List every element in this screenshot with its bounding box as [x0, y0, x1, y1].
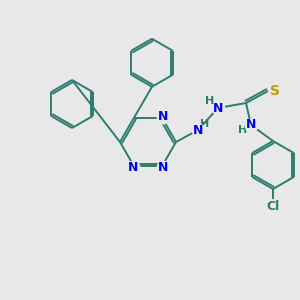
Text: N: N — [158, 110, 168, 123]
Text: H: H — [238, 125, 247, 135]
Text: H: H — [206, 96, 214, 106]
Text: N: N — [193, 124, 203, 136]
Text: N: N — [128, 161, 138, 174]
Text: S: S — [270, 84, 280, 98]
Text: N: N — [246, 118, 256, 131]
Text: N: N — [158, 161, 168, 174]
Text: H: H — [200, 119, 210, 129]
Text: N: N — [213, 101, 223, 115]
Text: Cl: Cl — [266, 200, 280, 212]
